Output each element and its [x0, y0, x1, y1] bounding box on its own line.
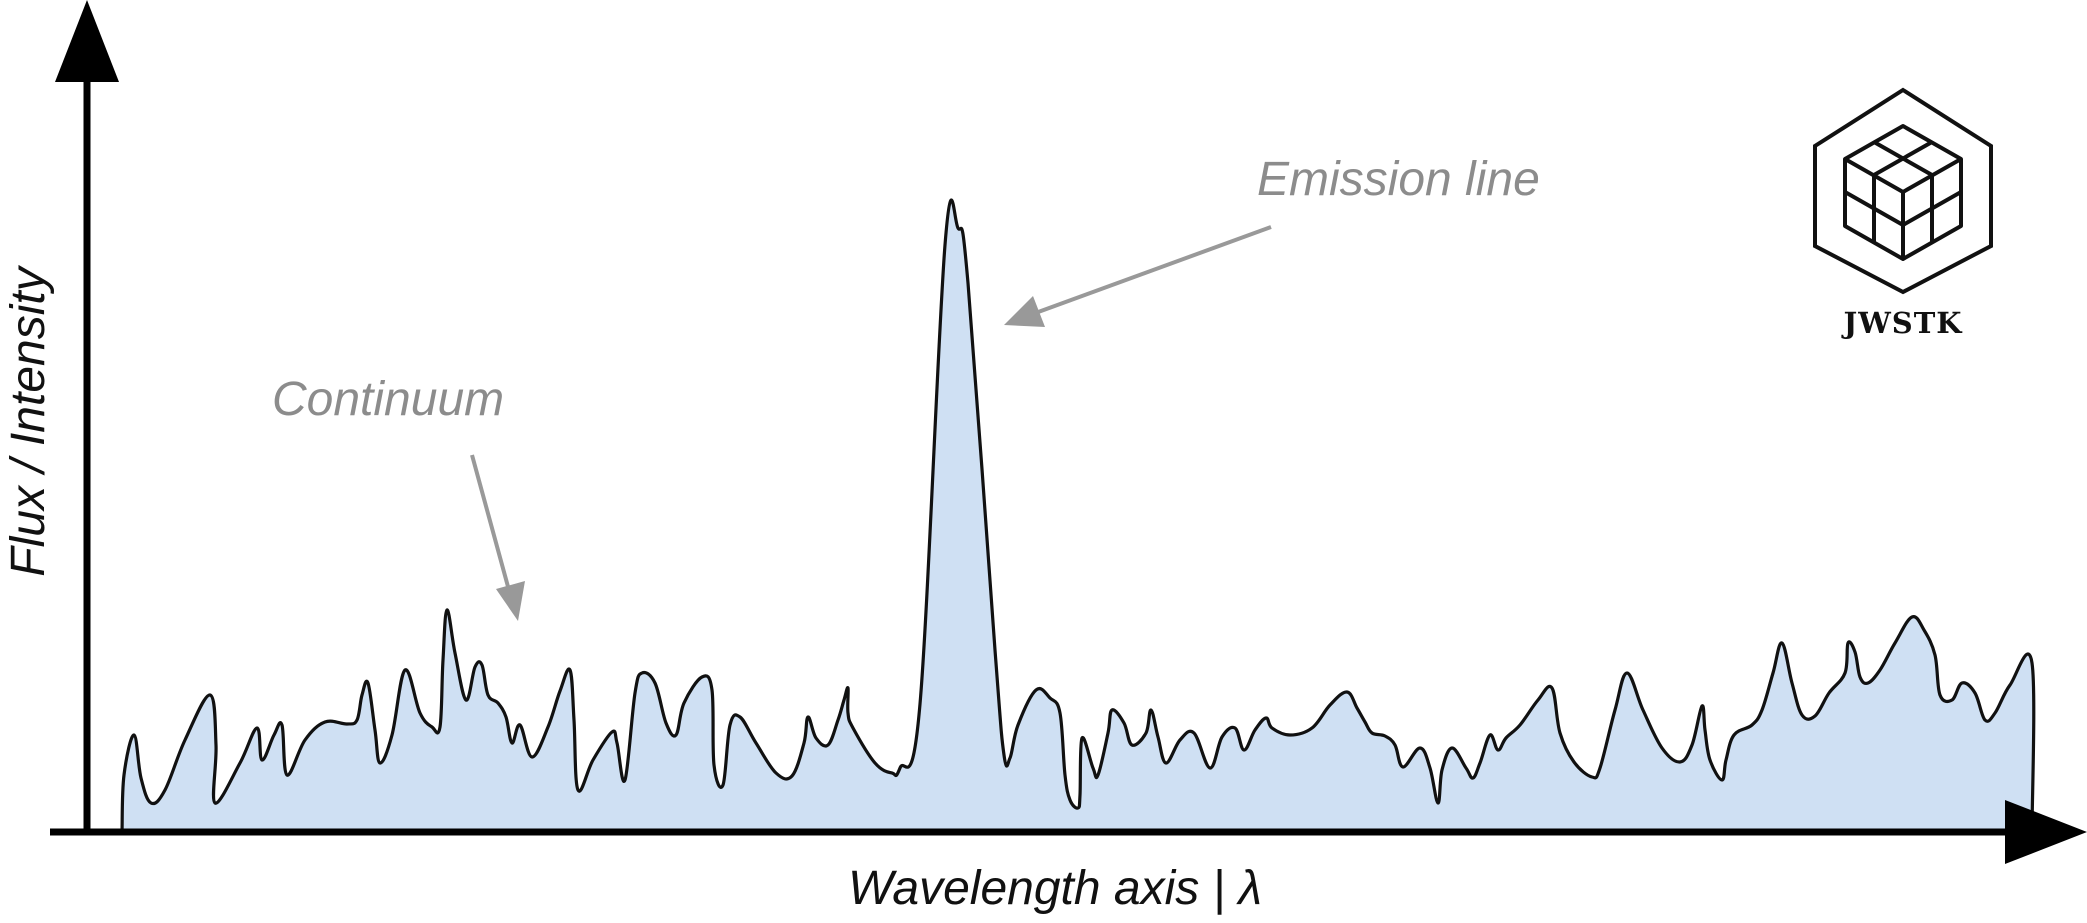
- continuum-arrowhead: [496, 581, 525, 621]
- x-axis-label: Wavelength axis | λ: [848, 862, 1262, 915]
- emission-arrowhead: [1004, 296, 1045, 327]
- emission-line-label: Emission line: [1257, 153, 1540, 206]
- spectrum-fill: [122, 200, 2034, 833]
- hexagon-cubes-icon: [1813, 87, 1993, 295]
- y-axis: [55, 0, 119, 832]
- spectrum-line: [120, 198, 2036, 833]
- x-axis-arrowhead: [2005, 800, 2087, 864]
- continuum-label: Continuum: [272, 373, 504, 426]
- emission-arrow: [1004, 225, 1272, 327]
- x-axis: [50, 800, 2087, 864]
- y-axis-arrowhead: [55, 0, 119, 82]
- continuum-arrow: [470, 454, 525, 621]
- logo-wordmark: JWSTK: [1840, 306, 1963, 340]
- jwstk-logo: JWSTK: [1813, 87, 1993, 340]
- y-axis-label: Flux / Intensity: [2, 264, 55, 576]
